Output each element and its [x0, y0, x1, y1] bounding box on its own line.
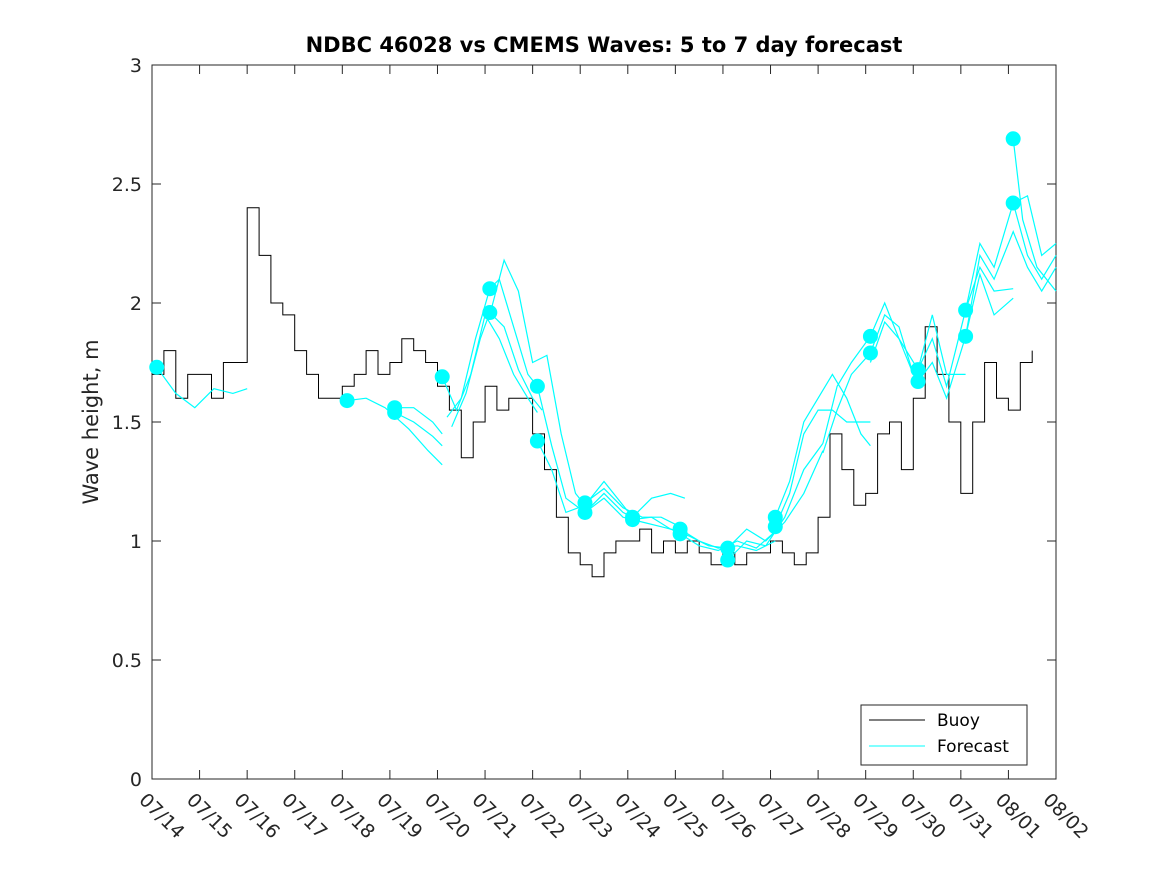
plot-area: [151, 64, 1057, 780]
forecast-start-marker: [529, 378, 545, 394]
forecast-start-marker: [482, 281, 498, 297]
forecast-start-marker: [767, 519, 783, 535]
y-tick-label: 2.5: [112, 174, 142, 196]
forecast-start-marker: [434, 369, 450, 385]
forecast-start-marker: [387, 404, 403, 420]
y-tick-label: 0.5: [112, 650, 142, 672]
forecast-start-marker: [720, 552, 736, 568]
forecast-start-marker: [910, 374, 926, 390]
forecast-start-marker: [1005, 195, 1021, 211]
y-tick-label: 3: [130, 55, 142, 77]
forecast-start-marker: [862, 345, 878, 361]
chart-title: NDBC 46028 vs CMEMS Waves: 5 to 7 day fo…: [306, 33, 903, 57]
legend-forecast-label: Forecast: [937, 737, 1009, 757]
legend: Buoy Forecast: [860, 704, 1028, 766]
buoy-line: [152, 207, 1033, 578]
forecast-line: [1012, 195, 1057, 257]
forecast-start-marker: [672, 526, 688, 542]
y-tick-label: 0: [130, 769, 142, 791]
forecast-line: [774, 409, 871, 527]
forecast-line: [1012, 138, 1057, 292]
forecast-start-marker: [529, 433, 545, 449]
forecast-line: [774, 373, 871, 518]
forecast-line: [451, 311, 543, 428]
forecast-start-marker: [149, 359, 165, 375]
legend-box: [860, 704, 1028, 766]
forecast-line: [489, 258, 586, 506]
forecast-start-marker: [577, 504, 593, 520]
forecast-start-marker: [1005, 131, 1021, 147]
y-axis-label: Wave height, m: [79, 339, 103, 504]
forecast-line: [156, 366, 248, 409]
legend-buoy-label: Buoy: [937, 711, 980, 731]
forecast-start-marker: [482, 305, 498, 321]
forecast-start-marker: [862, 328, 878, 344]
forecast-line: [441, 313, 538, 413]
marker-layer: [149, 131, 1021, 568]
forecast-line: [965, 229, 1057, 337]
forecast-line: [394, 407, 443, 435]
y-tick-label: 2: [130, 293, 142, 315]
forecast-start-marker: [958, 302, 974, 318]
forecast-line: [394, 411, 443, 447]
y-tick-label: 1: [130, 531, 142, 553]
y-axis: 0 0.5 1 1.5 2 2.5 3: [112, 55, 1056, 791]
y-tick-label: 1.5: [112, 412, 142, 434]
forecast-line: [632, 492, 686, 518]
forecast-start-marker: [339, 393, 355, 409]
forecast-start-marker: [625, 512, 641, 528]
forecast-start-marker: [958, 328, 974, 344]
